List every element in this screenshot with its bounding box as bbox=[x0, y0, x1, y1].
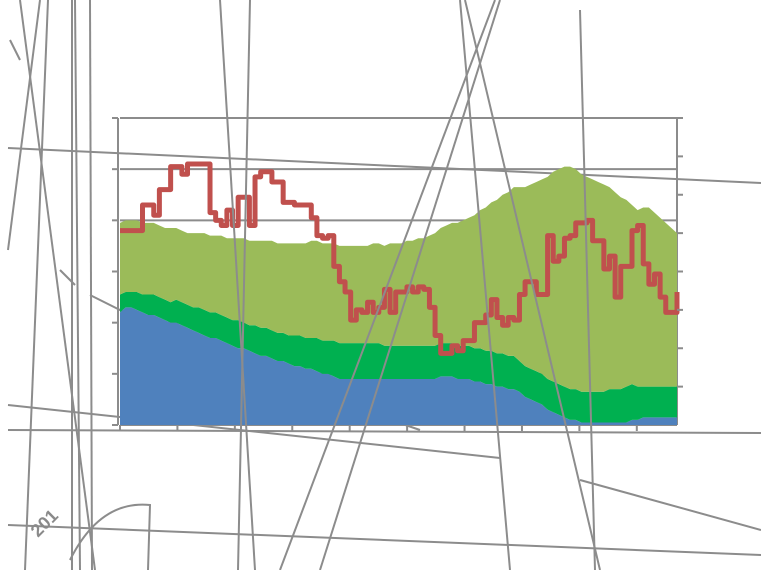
background-line bbox=[7, 429, 761, 434]
stacked-area-series bbox=[120, 166, 677, 425]
foreground-line bbox=[237, 0, 251, 570]
background-line bbox=[74, 0, 81, 570]
foreground-line bbox=[459, 0, 511, 570]
background-line bbox=[59, 269, 76, 286]
foreground-line bbox=[579, 479, 761, 531]
background-line bbox=[19, 0, 96, 570]
area-series-2 bbox=[120, 291, 677, 423]
area-series-3 bbox=[120, 166, 677, 392]
background-line bbox=[7, 0, 41, 251]
axis-ticks bbox=[112, 117, 683, 431]
background-line bbox=[89, 0, 93, 570]
area-series-1 bbox=[120, 307, 677, 425]
foreground-line bbox=[279, 0, 496, 570]
foreground-line bbox=[579, 9, 596, 570]
background-fragment-label: 201 bbox=[27, 505, 62, 540]
foreground-line bbox=[219, 0, 256, 570]
foreground-line bbox=[9, 39, 21, 61]
background-curve bbox=[69, 503, 152, 570]
foreground-line bbox=[464, 0, 601, 570]
background-line bbox=[7, 147, 761, 184]
background-line bbox=[7, 524, 761, 556]
foreground-line bbox=[319, 0, 501, 570]
background-line bbox=[24, 0, 49, 570]
foreground-line-group bbox=[9, 0, 761, 570]
